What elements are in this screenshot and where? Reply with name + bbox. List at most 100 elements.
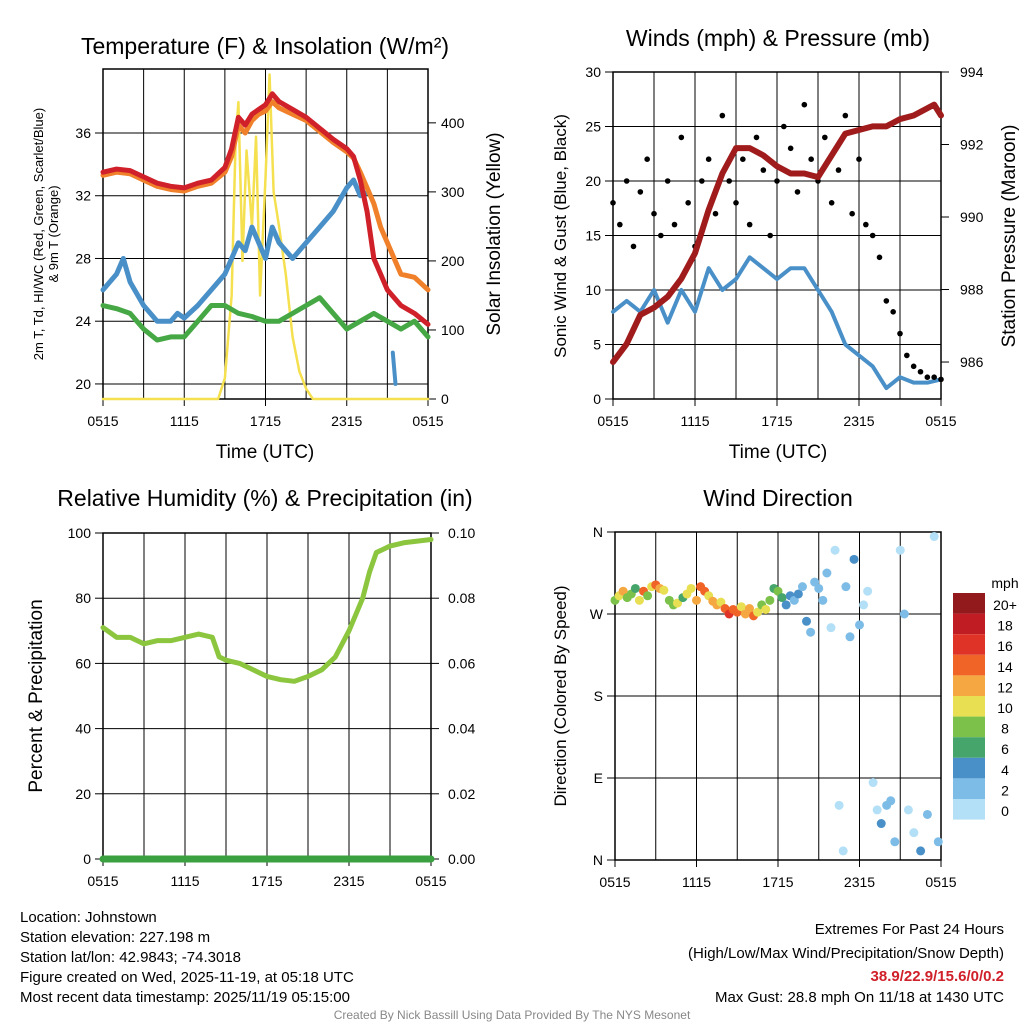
y-tick-label: 80 xyxy=(75,590,91,606)
x-tick-label: 1115 xyxy=(170,413,199,429)
wind-direction-point xyxy=(895,545,905,555)
legend-swatch xyxy=(953,593,985,614)
plot-frame xyxy=(614,531,942,861)
winds-xlabel: Time (UTC) xyxy=(729,442,828,463)
legend-swatch xyxy=(953,654,985,676)
y-right-tick-label: 0.02 xyxy=(448,786,475,802)
gust-point xyxy=(623,178,630,184)
y-tick-label: 28 xyxy=(75,250,91,266)
series-2m-t xyxy=(100,91,431,327)
wind-direction-point xyxy=(863,586,873,596)
wind-direction-point xyxy=(797,582,807,592)
gust-point xyxy=(869,232,876,239)
wind-direction-point xyxy=(643,591,653,601)
wind-direction-point xyxy=(659,585,669,595)
y-right-tick-label: 990 xyxy=(960,209,984,225)
gust-point xyxy=(699,178,705,184)
y-tick-label: 30 xyxy=(585,64,601,80)
gust-point xyxy=(705,156,712,162)
wind-direction-point xyxy=(859,600,869,610)
gust-point xyxy=(781,123,787,130)
legend-swatch xyxy=(953,737,985,758)
wind-direction-point xyxy=(686,583,696,593)
footer-created: Figure created on Wed, 2025-11-19, at 05… xyxy=(20,969,354,986)
legend-swatch xyxy=(953,757,985,779)
legend-swatch xyxy=(953,613,985,635)
wind-direction-point xyxy=(876,819,886,829)
x-tick-label: 0515 xyxy=(87,413,118,429)
gust-point xyxy=(822,134,828,141)
wind-direction-point xyxy=(618,586,628,596)
y-right-tick-label: 0.00 xyxy=(448,851,475,867)
y-tick-label: 36 xyxy=(75,125,91,141)
y-tick-label: 25 xyxy=(585,119,601,135)
series-sonic-wind xyxy=(611,255,943,391)
series-hi-wc-segment xyxy=(390,350,398,386)
wind-direction-point xyxy=(899,609,909,619)
gust-point xyxy=(917,368,924,375)
wind-direction-point xyxy=(634,595,644,605)
y-tick-label: 20 xyxy=(585,173,601,189)
legend-label: 8 xyxy=(1001,721,1009,737)
series-relative-humidity xyxy=(100,537,434,684)
extremes-title: Extremes For Past 24 Hours xyxy=(815,921,1004,938)
legend-label: 12 xyxy=(997,679,1013,695)
y-tick-label: 15 xyxy=(585,228,601,244)
gust-point xyxy=(733,200,739,206)
winds-ylabel: Sonic Wind & Gust (Blue, Black) xyxy=(551,114,570,358)
legend-swatch xyxy=(953,778,985,799)
gust-point xyxy=(658,232,664,239)
y-tick-label: S xyxy=(594,688,603,704)
legend-title: mph xyxy=(991,575,1018,591)
y-right-tick-label: 0 xyxy=(441,391,449,407)
gust-point xyxy=(651,210,657,217)
y-tick-label: W xyxy=(590,606,604,622)
wind-direction-point xyxy=(744,604,754,614)
wind-direction-point xyxy=(933,837,943,847)
y-right-tick-label: 986 xyxy=(960,354,984,370)
gust-point xyxy=(794,189,801,195)
gust-point xyxy=(630,243,637,250)
y-tick-label: 10 xyxy=(585,282,601,298)
gust-point xyxy=(637,189,644,195)
legend-label: 4 xyxy=(1001,762,1009,778)
wind-direction-point xyxy=(818,595,828,605)
gust-point xyxy=(664,178,671,184)
y-right-tick-label: 0.06 xyxy=(448,655,475,671)
x-tick-label: 2315 xyxy=(331,413,362,429)
legend-label: 20+ xyxy=(993,597,1017,613)
wind-direction-point xyxy=(855,620,864,630)
wind-direction-point xyxy=(765,595,775,605)
wind-direction-point xyxy=(773,586,783,596)
gust-point xyxy=(767,232,773,239)
x-tick-label: 0515 xyxy=(412,413,443,429)
series-station-pressure xyxy=(610,101,944,366)
y-right-tick-label: 0.04 xyxy=(448,721,475,737)
y-tick-label: N xyxy=(593,524,603,540)
wind-direction-ylabel: Direction (Colored By Speed) xyxy=(551,585,570,806)
x-tick-label: 1115 xyxy=(682,874,711,890)
wind-direction-point xyxy=(886,796,896,806)
humidity-title: Relative Humidity (%) & Precipitation (i… xyxy=(57,485,472,511)
y-tick-label: 60 xyxy=(75,655,91,671)
gust-point xyxy=(617,221,623,228)
gust-point xyxy=(760,167,767,173)
gust-point xyxy=(801,101,808,108)
gust-point xyxy=(746,221,753,228)
footer-location: Location: Johnstown xyxy=(20,909,157,926)
y-tick-label: 100 xyxy=(68,525,92,541)
wind-direction-point xyxy=(753,607,763,617)
wind-direction-point xyxy=(841,582,851,592)
y-right-tick-label: 400 xyxy=(441,115,465,131)
gust-point xyxy=(883,298,890,304)
wind-direction-panel: Wind Direction Direction (Colored By Spe… xyxy=(551,485,1019,890)
wind-direction-point xyxy=(777,593,787,603)
y-right-tick-label: 200 xyxy=(441,253,465,269)
plot-frame xyxy=(612,71,942,400)
wind-direction-point xyxy=(692,595,701,605)
plot-frame xyxy=(102,68,429,400)
gust-point xyxy=(787,145,794,152)
footer-recent: Most recent data timestamp: 2025/11/19 0… xyxy=(20,989,350,1006)
x-tick-label: 0515 xyxy=(415,873,446,889)
series-hi-wc xyxy=(100,177,370,324)
